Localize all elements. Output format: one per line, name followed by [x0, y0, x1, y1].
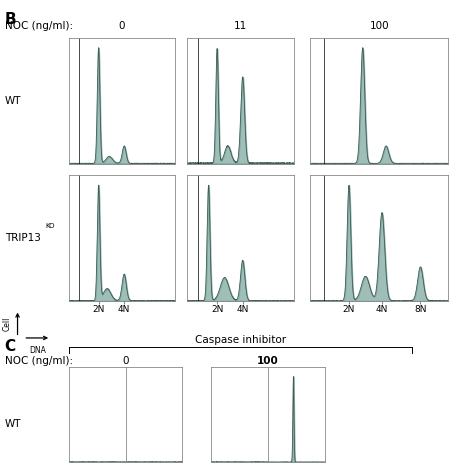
Text: NOC (ng/ml):: NOC (ng/ml): [5, 356, 73, 366]
Text: C: C [5, 339, 16, 354]
Text: KO: KO [45, 223, 55, 229]
Text: 11: 11 [234, 21, 247, 31]
Text: 100: 100 [257, 356, 279, 366]
Text: 0: 0 [122, 356, 129, 366]
Text: B: B [5, 12, 17, 27]
Text: WT: WT [5, 96, 21, 106]
Text: Caspase inhibitor: Caspase inhibitor [195, 335, 286, 345]
Text: NOC (ng/ml):: NOC (ng/ml): [5, 21, 73, 31]
Text: DNA: DNA [29, 346, 46, 356]
Text: 100: 100 [369, 21, 389, 31]
Text: Cell: Cell [2, 316, 11, 331]
Text: TRIP13: TRIP13 [5, 233, 41, 243]
Text: 0: 0 [119, 21, 125, 31]
Text: WT: WT [5, 419, 21, 429]
